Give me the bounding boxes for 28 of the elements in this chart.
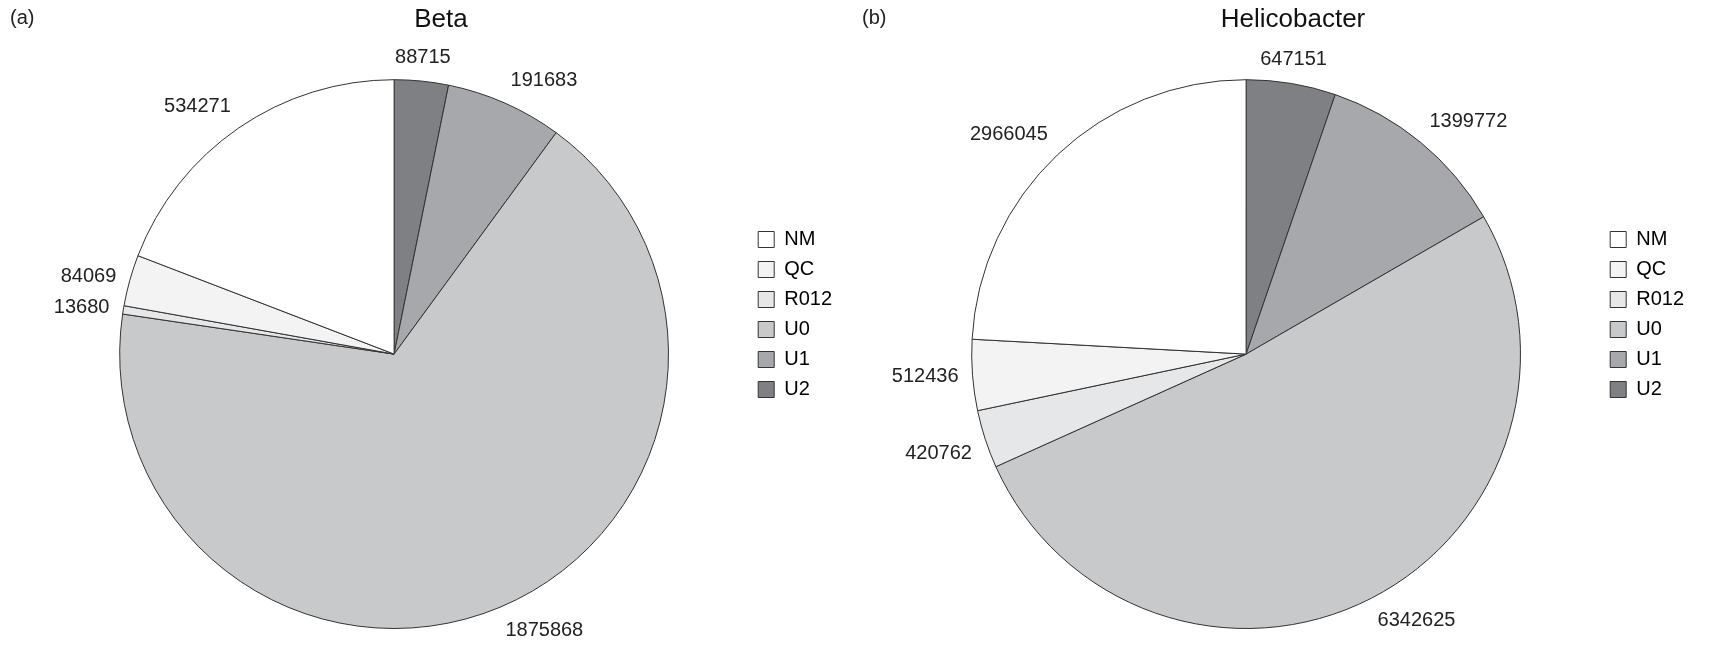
data-label: 6342625: [1377, 608, 1456, 631]
legend-label: U1: [784, 347, 810, 370]
legend-label: U2: [784, 377, 810, 400]
data-label: 1875868: [505, 617, 584, 640]
chart-title: Beta: [414, 2, 469, 33]
legend-label: QC: [1636, 257, 1667, 280]
data-label: 512436: [891, 363, 959, 386]
data-label: 84069: [60, 264, 117, 287]
data-label: 1399772: [1429, 108, 1508, 131]
legend-label: NM: [1636, 227, 1668, 250]
data-label: 420762: [905, 441, 972, 464]
legend-label: R012: [784, 287, 832, 310]
data-label: 191683: [510, 67, 578, 90]
legend-label: U2: [1636, 377, 1662, 400]
data-label: 647151: [1260, 47, 1327, 70]
data-label: 2966045: [969, 122, 1048, 145]
text: (b): [862, 5, 887, 28]
legend-label: R012: [1636, 287, 1684, 310]
legend-label: U0: [1636, 317, 1662, 340]
data-label: 534271: [164, 93, 231, 116]
legend-label: QC: [784, 257, 815, 280]
data-label: 88715: [395, 44, 451, 67]
legend-label: NM: [784, 227, 816, 250]
legend-label: U0: [784, 317, 810, 340]
chart-title: Helicobacter: [1220, 2, 1366, 33]
data-label: 13680: [53, 295, 110, 318]
text: (a): [10, 5, 35, 28]
legend-label: U1: [1636, 347, 1662, 370]
